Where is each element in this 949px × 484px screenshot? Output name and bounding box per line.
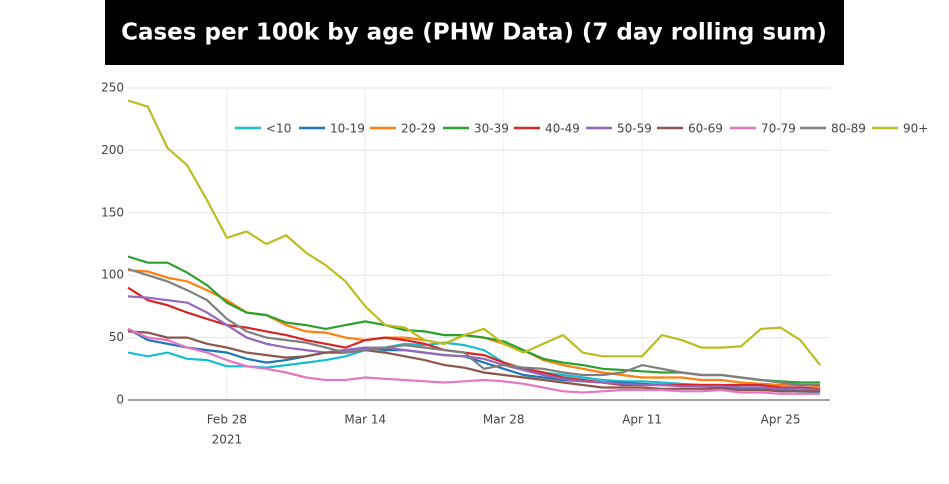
y-tick-label: 100: [101, 268, 124, 282]
legend-label: 70-79: [761, 122, 796, 136]
series-line: [127, 330, 821, 393]
x-tick-label: Feb 28: [207, 413, 247, 427]
legend-label: 20-29: [401, 122, 436, 136]
x-tick-year: 2021: [212, 433, 243, 447]
legend-label: 30-39: [474, 122, 509, 136]
legend-label: 10-19: [330, 122, 365, 136]
y-tick-label: 200: [101, 143, 124, 157]
x-tick-label: Apr 25: [761, 413, 801, 427]
legend-label: 90+: [903, 122, 928, 136]
legend-label: <10: [266, 122, 291, 136]
legend-label: 40-49: [545, 122, 580, 136]
legend-label: 60-69: [688, 122, 723, 136]
x-tick-label: Mar 14: [344, 413, 386, 427]
series-line: [127, 267, 821, 387]
chart-title: Cases per 100k by age (PHW Data) (7 day …: [121, 20, 827, 46]
x-tick-label: Apr 11: [622, 413, 662, 427]
series-line: [127, 99, 821, 366]
series-line: [127, 295, 821, 392]
legend-label: 50-59: [617, 122, 652, 136]
x-tick-label: Mar 28: [483, 413, 525, 427]
y-tick-label: 150: [101, 205, 124, 219]
y-tick-label: 50: [109, 330, 124, 344]
series-line: [127, 327, 821, 395]
y-tick-label: 0: [116, 393, 124, 407]
legend-label: 80-89: [831, 122, 866, 136]
series-line: [127, 286, 821, 390]
title-box: [105, 0, 844, 65]
y-tick-label: 250: [101, 81, 124, 95]
